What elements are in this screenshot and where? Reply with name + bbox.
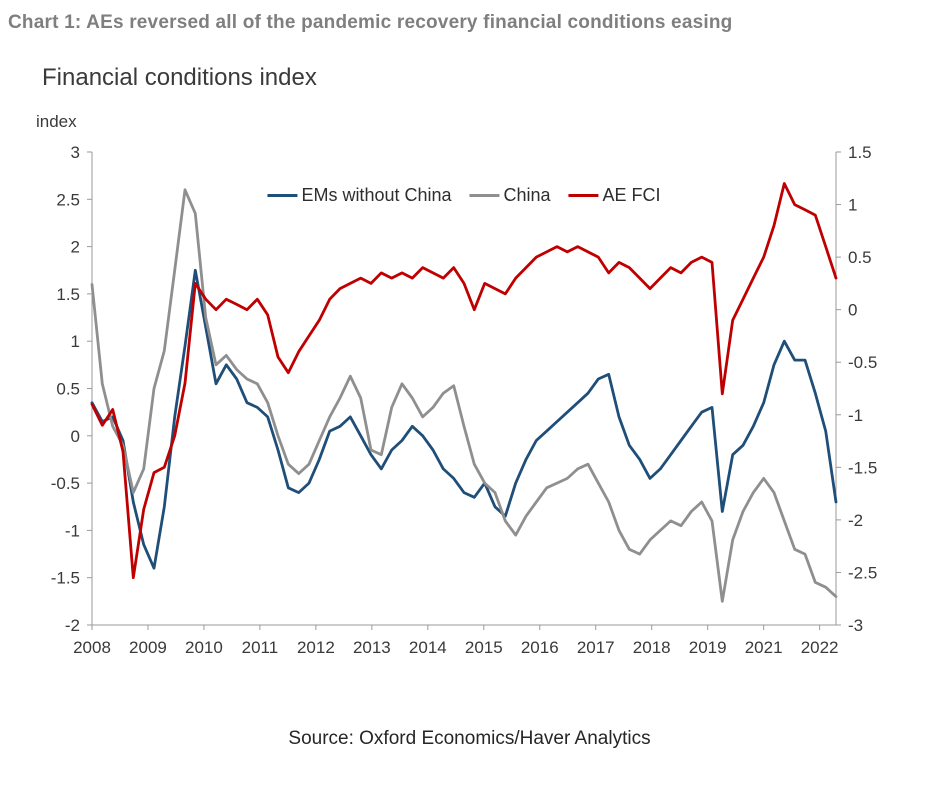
y-axis-left-tick-label: -0.5 [51,474,80,493]
x-axis-tick-label: 2008 [73,638,111,657]
x-axis-tick-label: 2022 [801,638,839,657]
x-axis-tick-label: 2013 [353,638,391,657]
x-axis-tick-label: 2012 [297,638,335,657]
x-axis-tick-label: 2009 [129,638,167,657]
chart-caption: Chart 1: AEs reversed all of the pandemi… [8,12,733,33]
y-axis-left-tick-label: -2 [65,616,80,635]
y-axis-right-tick-label: -1.5 [848,458,877,477]
y-axis-left-tick-label: 3 [71,143,80,162]
x-axis-tick-label: 2018 [633,638,671,657]
x-axis-tick-label: 2010 [185,638,223,657]
legend-label: AE FCI [602,185,661,205]
x-axis-tick-label: 2015 [465,638,503,657]
y-axis-left-tick-label: 0 [71,427,80,446]
y-axis-left-tick-label: 0.5 [56,380,80,399]
legend-line-swatch [267,193,298,198]
chart-legend: EMs without China China AE FCI [267,185,661,206]
y-axis-right-tick-label: -2.5 [848,563,877,582]
legend-item: China [469,185,551,206]
y-axis-right-tick-label: -2 [848,511,863,530]
fci-line-chart: 3 2.5 2 1.5 1 0.5 0 -0.5 -1 -1.5 -2 1.5 1 0.5 0 -0.5 -1 -… [51,143,878,657]
y-axis-right-tick-label: -0.5 [848,353,877,372]
chart-title: Financial conditions index [42,64,317,91]
y-axis-left-tick-label: -1.5 [51,569,80,588]
series-line-ae-fci [90,182,838,580]
series-line-china [90,188,838,603]
y-axis-right-tick-label: 0.5 [848,248,872,267]
x-axis-tick-label: 2011 [242,638,279,657]
legend-line-swatch [568,193,599,198]
x-axis-tick-label: 2017 [577,638,615,657]
y-axis-left-tick-label: 2.5 [56,190,80,209]
legend-line-swatch [469,193,500,198]
y-axis-right-tick-label: -1 [848,406,863,425]
left-axis-unit-label: index [36,112,77,131]
y-axis-right-tick-label: 0 [848,301,857,320]
y-axis-left-tick-label: 1.5 [56,285,80,304]
legend-item: EMs without China [267,185,452,206]
legend-label: China [503,185,551,205]
series-line-ems-without-china [90,268,838,570]
y-axis-right-tick-label: 1 [848,196,857,215]
y-axis-left-tick-label: -1 [65,521,80,540]
x-axis-tick-label: 2014 [409,638,447,657]
y-axis-right-tick-label: 1.5 [848,143,872,162]
x-axis-tick-label: 2016 [521,638,559,657]
legend-label: EMs without China [301,185,452,205]
source-note: Source: Oxford Economics/Haver Analytics [288,728,651,749]
legend-item: AE FCI [568,185,661,206]
y-axis-right-tick-label: -3 [848,616,863,635]
x-axis-tick-label: 2019 [689,638,727,657]
y-axis-left-tick-label: 1 [71,332,80,351]
y-axis-left-tick-label: 2 [71,238,80,257]
x-axis-tick-label: 2021 [745,638,783,657]
